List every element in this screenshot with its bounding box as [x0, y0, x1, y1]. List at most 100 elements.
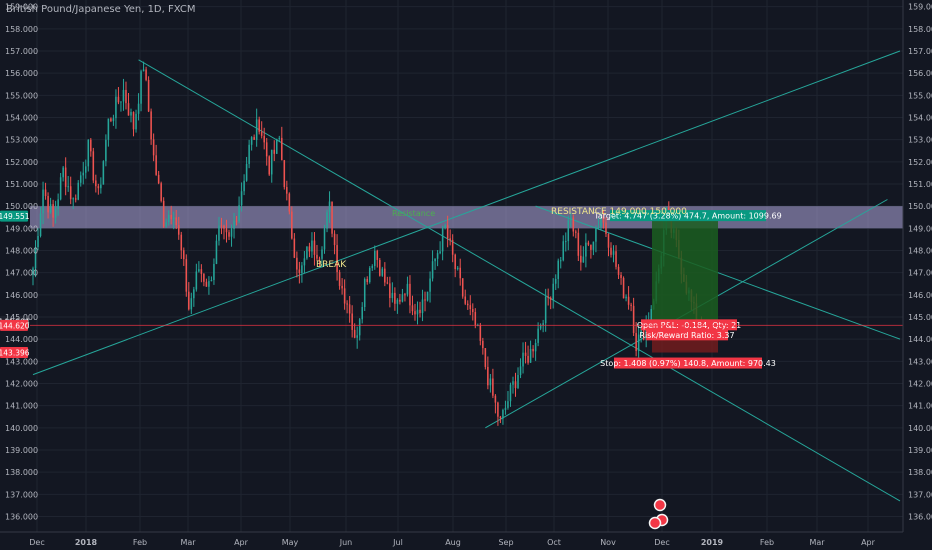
candle-body [215, 240, 218, 264]
pnl-label-bg [641, 319, 737, 331]
target-label-bg [610, 210, 766, 222]
price-tick-label: 153.000 [908, 136, 932, 145]
candle-body [210, 279, 213, 282]
candle-body [356, 335, 358, 338]
price-tick-label: 154.000 [908, 113, 932, 122]
candle-body [107, 118, 110, 140]
candle-body [79, 175, 82, 183]
candle-body [610, 247, 612, 255]
price-tick-label-left: 145.000 [5, 313, 38, 322]
candle-body [32, 268, 34, 276]
candle-body [338, 272, 341, 286]
chart-grid [30, 0, 903, 532]
candle-body [245, 163, 248, 181]
price-tick-label: 143.000 [908, 357, 932, 366]
candle-body [132, 112, 135, 130]
candle-body [436, 253, 439, 259]
price-tick-label: 158.000 [908, 25, 932, 34]
price-tick-label: 151.000 [908, 180, 932, 189]
candle-body [421, 299, 424, 314]
candle-body [233, 220, 235, 229]
price-tick-label: 150.000 [908, 202, 932, 211]
candle-body [308, 246, 311, 252]
candle-body [534, 342, 537, 352]
candle-body [115, 96, 117, 119]
candle-body [527, 355, 529, 363]
candle-body [640, 327, 642, 335]
candle-body [188, 291, 190, 310]
candle-body [140, 71, 142, 104]
candle-body [547, 296, 549, 298]
price-badge-left [0, 319, 28, 331]
candle-body [37, 235, 39, 248]
candle-body [288, 193, 291, 212]
candle-body [265, 142, 268, 157]
candle-body [135, 113, 137, 130]
candle-body [100, 184, 102, 189]
price-badge-left [0, 347, 28, 359]
candle-body [190, 298, 193, 310]
candle-body [539, 325, 542, 329]
candle-body [270, 149, 273, 175]
candle-body [379, 259, 381, 276]
price-tick-label: 139.000 [908, 446, 932, 455]
candle-body [281, 137, 283, 161]
candle-body [263, 135, 265, 143]
candle-body [519, 366, 522, 376]
price-tick-label-left: 147.000 [5, 269, 38, 278]
candle-body [351, 313, 353, 330]
candle-body [587, 242, 590, 245]
candle-body [125, 89, 127, 104]
price-badge-left-label: 144.620 [0, 321, 30, 330]
candle-body [597, 226, 600, 229]
candle-body [529, 348, 532, 363]
candle-body [396, 299, 399, 304]
candle-body [572, 217, 575, 232]
price-tick-label: 159.000 [908, 3, 932, 12]
price-tick-label-left: 159.000 [5, 3, 38, 12]
candle-body [637, 334, 640, 352]
candle-body [336, 245, 338, 273]
candle-body [311, 240, 313, 252]
candle-body [275, 138, 278, 154]
candle-body [248, 144, 250, 164]
candle-body [240, 191, 243, 206]
candle-body [585, 242, 587, 257]
candle-body [479, 324, 482, 341]
candle-body [627, 296, 630, 305]
candle-body [497, 402, 499, 417]
candle-body [323, 228, 326, 250]
candle-body [49, 204, 52, 213]
candle-body [223, 225, 225, 229]
candle-body [454, 254, 456, 270]
candle-body [150, 111, 152, 140]
event-markers[interactable] [648, 498, 669, 530]
candle-body [84, 166, 87, 173]
candle-body [117, 96, 120, 103]
candle-body [34, 247, 37, 269]
stop-label-bg [614, 357, 762, 369]
time-tick-label: Dec [29, 538, 44, 547]
candle-body [439, 251, 441, 254]
price-tick-label: 140.000 [908, 424, 932, 433]
candle-body [466, 303, 469, 306]
price-tick-label: 137.000 [908, 490, 932, 499]
candle-body [429, 278, 431, 292]
candle-body [522, 352, 524, 367]
candle-body [492, 378, 494, 396]
candle-body [193, 289, 195, 299]
candle-body [414, 311, 416, 315]
time-axis[interactable]: Dec 2018 Feb Mar Apr May Jun Jul Aug Sep Oct Nov Dec… [0, 531, 932, 550]
candle-body [291, 211, 293, 239]
price-tick-label: 155.000 [908, 91, 932, 100]
time-tick-label: Oct [547, 538, 561, 547]
price-tick-label-left: 140.000 [5, 424, 38, 433]
candle-body [273, 149, 276, 154]
candle-body [341, 285, 343, 289]
candle-body [77, 182, 80, 200]
candle-body [562, 241, 565, 261]
price-axis[interactable]: 136.000 136.000 137.000 137.000 138.000 138.0… [5, 0, 932, 550]
candle-body [102, 161, 105, 185]
candle-body [580, 255, 582, 263]
